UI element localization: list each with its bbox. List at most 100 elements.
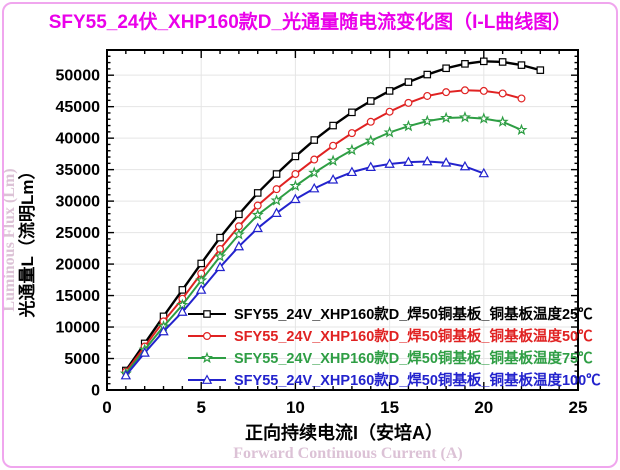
- circle-marker: [404, 98, 413, 107]
- triangle-marker: [158, 325, 169, 336]
- x-tick-label: 25: [569, 398, 588, 417]
- y-axis-label-english: Luminous Flux (Lm): [1, 168, 18, 311]
- square-marker: [329, 121, 337, 130]
- square-marker: [197, 259, 206, 268]
- y-tick-label: 0: [91, 383, 100, 400]
- square-marker: [442, 64, 450, 73]
- triangle-marker: [195, 284, 207, 294]
- triangle-marker: [271, 207, 282, 217]
- triangle-marker: [365, 161, 376, 172]
- circle-marker: [347, 129, 356, 138]
- y-tick-label: 10000: [56, 320, 101, 337]
- triangle-marker: [440, 157, 452, 167]
- chart-layer: 0 5 10 15 20 25 0 5000 10000 15000 20000 25000 30000…: [56, 49, 601, 417]
- triangle-marker: [459, 160, 471, 171]
- triangle-marker: [177, 306, 188, 316]
- star-marker: [364, 134, 377, 146]
- star-marker: [232, 228, 245, 240]
- legend-label: SFY55_24V_XHP160款D_焊50铜基板_铜基板温度75℃: [234, 349, 593, 367]
- triangle-marker: [214, 261, 226, 272]
- square-marker: [253, 189, 262, 197]
- circle-marker: [291, 170, 300, 179]
- star-marker: [251, 208, 264, 221]
- square-marker: [385, 87, 394, 95]
- curve-square: [124, 60, 541, 372]
- square-marker: [178, 286, 187, 294]
- square-marker: [517, 61, 526, 69]
- circle-marker: [423, 91, 432, 100]
- star-marker: [195, 274, 208, 286]
- star-marker: [345, 143, 358, 156]
- x-axis-label-english: Forward Continuous Current (A): [233, 445, 462, 462]
- star-marker: [515, 123, 528, 136]
- y-tick-label: 40000: [56, 131, 101, 148]
- triangle-marker: [478, 167, 490, 178]
- y-tick-label: 20000: [56, 257, 101, 274]
- circle-marker: [310, 155, 319, 164]
- y-axis-label-chinese: 光通量L（流明Lm）: [17, 163, 37, 319]
- triangle-marker: [139, 347, 150, 357]
- y-tick-label: 45000: [56, 99, 101, 116]
- square-marker: [216, 233, 224, 242]
- circle-marker: [479, 86, 488, 95]
- triangle-marker: [201, 374, 213, 384]
- legend-label: SFY55_24V_XHP160款D_焊50铜基板_铜基板温度25℃: [234, 305, 593, 323]
- star-marker: [327, 154, 340, 166]
- circle-marker: [442, 88, 451, 97]
- square-marker: [310, 136, 319, 144]
- star-marker: [289, 179, 302, 192]
- triangle-marker: [422, 155, 433, 166]
- legend-label: SFY55_24V_XHP160款D_焊50铜基板_铜基板温度50℃: [234, 327, 593, 345]
- legend-label: SFY55_24V_XHP160款D_焊50铜基板_铜基板温度100℃: [234, 371, 601, 389]
- star-marker: [440, 111, 453, 124]
- square-marker: [480, 57, 488, 66]
- square-marker: [366, 97, 375, 105]
- triangle-marker: [120, 369, 132, 380]
- x-tick-label: 15: [380, 398, 399, 417]
- star-marker: [270, 194, 283, 206]
- circle-marker: [385, 107, 394, 116]
- page-title: SFY55_24伏_XHP160款D_光通量随电流变化图（I-L曲线图）: [48, 12, 572, 33]
- curve-circle: [125, 89, 522, 373]
- square-marker: [348, 108, 356, 117]
- star-marker: [308, 166, 321, 178]
- circle-marker: [517, 94, 526, 103]
- circle-marker: [203, 332, 212, 341]
- x-tick-label: 0: [102, 398, 111, 417]
- y-tick-label: 30000: [56, 194, 101, 211]
- circle-marker: [272, 185, 281, 194]
- triangle-marker: [346, 166, 358, 177]
- triangle-marker: [327, 174, 339, 184]
- star-marker: [200, 351, 214, 364]
- plot-frame: [106, 49, 579, 391]
- star-marker: [496, 115, 509, 127]
- y-tick-label: 25000: [56, 225, 101, 242]
- square-marker: [235, 210, 243, 219]
- circle-marker: [253, 201, 262, 210]
- square-marker: [423, 70, 432, 79]
- square-marker: [461, 60, 469, 68]
- y-tick-label: 35000: [56, 162, 101, 179]
- star-marker: [383, 126, 396, 138]
- y-tick-label: 15000: [56, 288, 101, 305]
- star-marker: [458, 111, 471, 123]
- square-marker: [498, 58, 507, 66]
- star-marker: [214, 250, 227, 262]
- square-marker: [272, 170, 281, 178]
- triangle-marker: [384, 158, 395, 168]
- curve-star: [125, 116, 522, 375]
- circle-marker: [366, 117, 375, 126]
- x-tick-label: 10: [286, 398, 305, 417]
- triangle-marker: [309, 182, 320, 193]
- square-marker: [203, 310, 211, 318]
- triangle-marker: [290, 193, 301, 204]
- square-marker: [291, 152, 300, 161]
- triangle-marker: [233, 240, 245, 251]
- y-tick-label: 5000: [64, 351, 100, 368]
- circle-marker: [329, 141, 338, 150]
- x-tick-label: 5: [196, 398, 205, 417]
- triangle-marker: [252, 222, 263, 233]
- circle-marker: [498, 89, 507, 98]
